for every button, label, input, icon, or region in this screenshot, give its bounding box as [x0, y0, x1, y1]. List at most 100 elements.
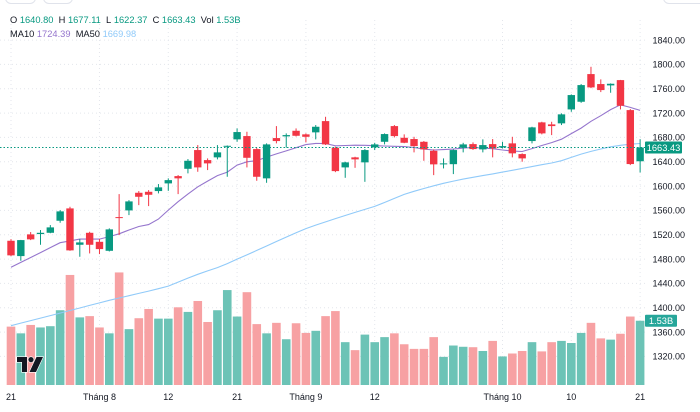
volume-bar	[458, 346, 468, 385]
time-tick-label: 21	[232, 392, 242, 402]
candlesticks	[7, 66, 644, 261]
volume-bar	[85, 316, 94, 385]
candle-body	[469, 144, 477, 150]
volume-bar	[124, 329, 134, 385]
last-price-label: 1663.43	[647, 143, 681, 153]
volume-bar	[517, 350, 527, 385]
candle	[203, 158, 212, 171]
candle-body	[184, 160, 192, 169]
price-tick-label: 1320.00	[652, 352, 685, 362]
volume-bars	[6, 272, 645, 385]
candle-body	[449, 150, 458, 165]
high-value: 1677.11	[67, 15, 101, 25]
ohlc-legend: O 1640.80 H 1677.11 L 1622.37 C 1663.43 Vol 1…	[10, 14, 243, 41]
candle-body	[547, 124, 556, 127]
candle-body	[154, 187, 163, 192]
candle	[312, 125, 320, 140]
volume-bar	[576, 332, 586, 385]
candle	[194, 145, 202, 172]
candle	[341, 161, 349, 178]
candle-body	[272, 138, 281, 142]
candle-body	[253, 149, 261, 177]
volume-bar	[557, 340, 566, 385]
volume-bar	[242, 292, 252, 385]
volume-value: 1.53B	[216, 15, 241, 25]
candle-body	[390, 126, 399, 137]
volume-bar	[46, 326, 55, 385]
candle-body	[36, 232, 45, 235]
price-tick-label: 1840.00	[652, 35, 685, 45]
candle-body	[282, 135, 290, 137]
price-tick-label: 1680.00	[652, 133, 685, 143]
candle-body	[420, 141, 428, 150]
volume-bar	[635, 320, 645, 385]
logo-slash	[28, 356, 44, 373]
candle	[253, 147, 261, 181]
candle-body	[66, 208, 74, 251]
volume-bar	[154, 318, 163, 385]
candle	[488, 139, 497, 158]
candle-body	[498, 146, 507, 148]
volume-bar	[272, 322, 281, 385]
candle-body	[135, 192, 143, 197]
candle-body	[95, 241, 104, 250]
candle-body	[194, 150, 202, 168]
volume-bar	[360, 334, 370, 385]
candle	[223, 145, 231, 177]
candle-body	[223, 145, 231, 147]
volume-bar	[508, 353, 517, 385]
candle-body	[331, 147, 340, 172]
volume-bar	[606, 339, 615, 385]
tradingview-logo[interactable]	[16, 356, 44, 373]
volume-bar	[586, 322, 596, 385]
price-tick-label: 1760.00	[652, 84, 685, 94]
candle-body	[321, 121, 330, 145]
volume-bar	[213, 310, 222, 385]
time-tick-label: 12	[163, 392, 173, 402]
time-tick-label: 21	[635, 392, 645, 402]
candle	[616, 79, 625, 110]
candle	[606, 83, 615, 93]
candle-body	[76, 242, 84, 245]
candle	[292, 128, 300, 137]
volume-bar	[419, 348, 429, 385]
candle-body	[488, 144, 497, 149]
price-tick-label: 1800.00	[652, 60, 685, 70]
candle-body	[144, 191, 153, 195]
price-tick-label: 1360.00	[652, 327, 685, 337]
candle	[282, 133, 290, 148]
time-tick-label: Tháng 10	[483, 392, 521, 402]
candle	[56, 210, 64, 223]
volume-bar	[281, 339, 291, 385]
candle-body	[302, 134, 310, 137]
volume-bar	[183, 311, 193, 385]
candle	[174, 175, 182, 195]
volume-bar	[439, 356, 448, 385]
candle	[439, 158, 448, 169]
volume-bar	[291, 323, 301, 385]
candle	[302, 133, 310, 143]
volume-bar	[409, 348, 419, 385]
candle-body	[606, 83, 615, 86]
axis-labels: 1840.00 1800.00 1760.00 1720.00 1680.00 1640.…	[6, 35, 685, 402]
candle	[420, 141, 428, 161]
candle	[105, 228, 113, 252]
volume-bar	[616, 333, 625, 385]
volume-bar	[163, 318, 173, 385]
open-label: O	[10, 15, 18, 25]
candle	[498, 141, 507, 149]
volume-bar	[478, 350, 488, 385]
price-tick-label: 1480.00	[652, 254, 685, 264]
close-label: C	[152, 15, 160, 25]
volume-bar	[567, 342, 576, 385]
logo-dot	[27, 356, 35, 363]
candle	[410, 136, 418, 153]
high-label: H	[58, 15, 66, 25]
ma50-value: 1669.98	[102, 28, 137, 39]
candle-body	[528, 127, 536, 142]
candle-body	[174, 176, 182, 179]
volume-bar	[301, 332, 311, 385]
ma50-label: MA50	[75, 28, 100, 39]
last-volume-label: 1.53B	[649, 316, 673, 326]
